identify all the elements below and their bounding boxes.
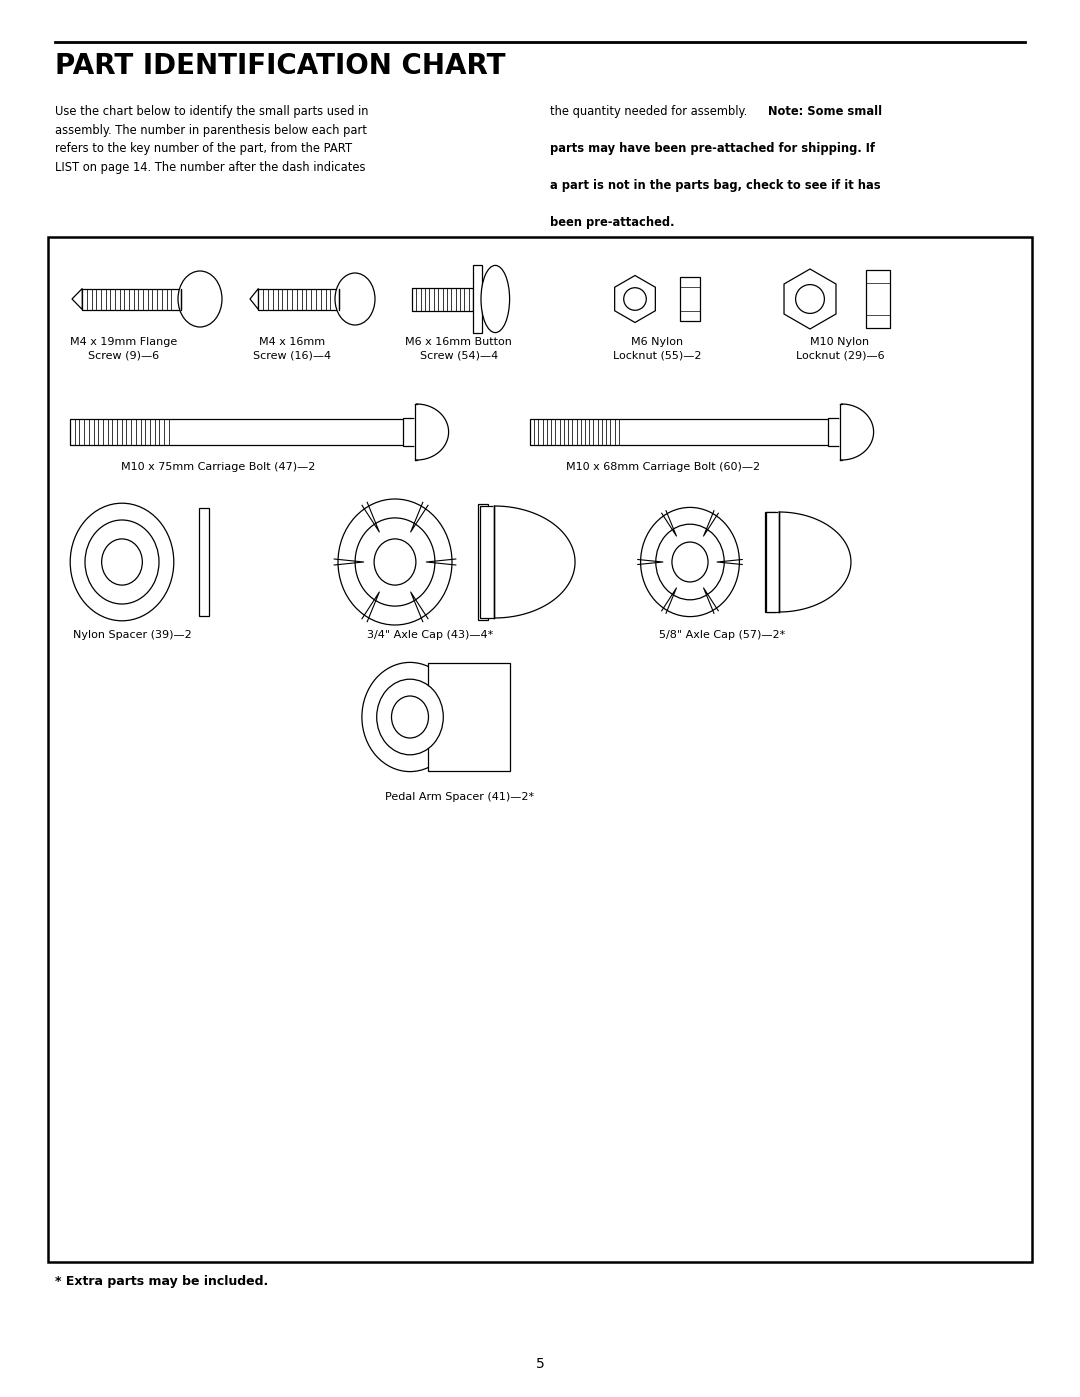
Ellipse shape bbox=[335, 272, 375, 326]
Bar bbox=[473, 265, 483, 332]
Text: Note: Some small: Note: Some small bbox=[768, 105, 882, 117]
Bar bbox=[828, 418, 852, 446]
Ellipse shape bbox=[640, 507, 740, 616]
Polygon shape bbox=[495, 506, 575, 617]
Text: a part is not in the parts bag, check to see if it has: a part is not in the parts bag, check to… bbox=[550, 179, 880, 191]
Ellipse shape bbox=[481, 265, 510, 332]
Bar bbox=[866, 270, 890, 328]
Polygon shape bbox=[784, 270, 836, 330]
Bar bbox=[70, 419, 415, 446]
Ellipse shape bbox=[656, 524, 725, 599]
Text: the quantity needed for assembly.: the quantity needed for assembly. bbox=[550, 105, 751, 117]
Ellipse shape bbox=[374, 539, 416, 585]
Text: M6 Nylon
Locknut (55)—2: M6 Nylon Locknut (55)—2 bbox=[612, 337, 701, 360]
Text: 5: 5 bbox=[536, 1356, 544, 1370]
Text: Use the chart below to identify the small parts used in
assembly. The number in : Use the chart below to identify the smal… bbox=[55, 105, 368, 173]
Bar bbox=[403, 418, 427, 446]
Ellipse shape bbox=[102, 539, 143, 585]
Ellipse shape bbox=[391, 696, 429, 738]
Text: M10 x 75mm Carriage Bolt (47)—2: M10 x 75mm Carriage Bolt (47)—2 bbox=[121, 462, 315, 472]
Polygon shape bbox=[615, 275, 656, 323]
Ellipse shape bbox=[672, 542, 708, 583]
Bar bbox=[428, 664, 510, 771]
Bar bbox=[765, 511, 775, 612]
Circle shape bbox=[796, 285, 824, 313]
Bar bbox=[48, 237, 1032, 1261]
Polygon shape bbox=[840, 404, 874, 460]
Polygon shape bbox=[72, 289, 82, 310]
Ellipse shape bbox=[70, 503, 174, 620]
Bar bbox=[480, 506, 495, 617]
Text: M4 x 19mm Flange
Screw (9)—6: M4 x 19mm Flange Screw (9)—6 bbox=[69, 337, 177, 360]
Text: M10 Nylon
Locknut (29)—6: M10 Nylon Locknut (29)—6 bbox=[796, 337, 885, 360]
Polygon shape bbox=[779, 511, 851, 612]
Bar bbox=[82, 289, 180, 310]
Bar bbox=[411, 288, 473, 310]
Text: 3/4" Axle Cap (43)—4*: 3/4" Axle Cap (43)—4* bbox=[367, 630, 494, 640]
Bar bbox=[199, 509, 210, 616]
Ellipse shape bbox=[338, 499, 453, 624]
Ellipse shape bbox=[362, 662, 458, 771]
Bar bbox=[680, 277, 700, 321]
Bar bbox=[478, 504, 488, 620]
Text: M4 x 16mm
Screw (16)—4: M4 x 16mm Screw (16)—4 bbox=[253, 337, 332, 360]
Text: Nylon Spacer (39)—2: Nylon Spacer (39)—2 bbox=[72, 630, 191, 640]
Text: * Extra parts may be included.: * Extra parts may be included. bbox=[55, 1275, 268, 1288]
Circle shape bbox=[624, 288, 646, 310]
Polygon shape bbox=[415, 404, 448, 460]
Bar bbox=[766, 511, 779, 612]
Ellipse shape bbox=[85, 520, 159, 604]
Ellipse shape bbox=[355, 518, 435, 606]
Ellipse shape bbox=[178, 271, 222, 327]
Ellipse shape bbox=[377, 679, 443, 754]
Text: been pre-attached.: been pre-attached. bbox=[550, 217, 675, 229]
Bar bbox=[530, 419, 840, 446]
Polygon shape bbox=[249, 289, 258, 310]
Text: PART IDENTIFICATION CHART: PART IDENTIFICATION CHART bbox=[55, 52, 505, 80]
Text: M6 x 16mm Button
Screw (54)—4: M6 x 16mm Button Screw (54)—4 bbox=[405, 337, 512, 360]
Bar bbox=[258, 289, 339, 310]
Text: parts may have been pre-attached for shipping. If: parts may have been pre-attached for shi… bbox=[550, 142, 875, 155]
Text: M10 x 68mm Carriage Bolt (60)—2: M10 x 68mm Carriage Bolt (60)—2 bbox=[566, 462, 760, 472]
Text: 5/8" Axle Cap (57)—2*: 5/8" Axle Cap (57)—2* bbox=[659, 630, 785, 640]
Text: Pedal Arm Spacer (41)—2*: Pedal Arm Spacer (41)—2* bbox=[386, 792, 535, 802]
